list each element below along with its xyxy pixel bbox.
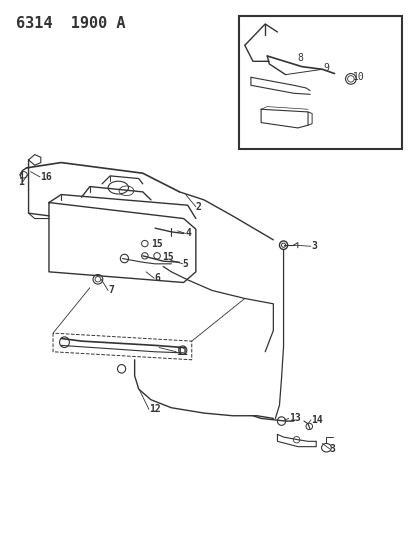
Text: 11: 11 <box>176 347 188 357</box>
Text: 4: 4 <box>186 229 191 238</box>
Text: 6: 6 <box>154 273 160 283</box>
Text: 3: 3 <box>330 444 335 454</box>
Text: 1: 1 <box>18 177 24 187</box>
Text: 9: 9 <box>324 63 329 73</box>
Text: 10: 10 <box>353 72 365 82</box>
Text: 13: 13 <box>289 414 301 423</box>
Text: 7: 7 <box>108 286 114 295</box>
Text: 2: 2 <box>196 202 202 212</box>
Text: 12: 12 <box>149 405 161 414</box>
Bar <box>239 16 402 149</box>
Text: 14: 14 <box>311 415 323 425</box>
Text: 15: 15 <box>162 252 174 262</box>
Text: 15: 15 <box>151 239 163 249</box>
Text: 16: 16 <box>40 172 52 182</box>
Text: 6314  1900 A: 6314 1900 A <box>16 17 126 31</box>
Text: 3: 3 <box>311 241 317 251</box>
Text: 5: 5 <box>183 259 188 269</box>
Text: 8: 8 <box>297 53 303 62</box>
